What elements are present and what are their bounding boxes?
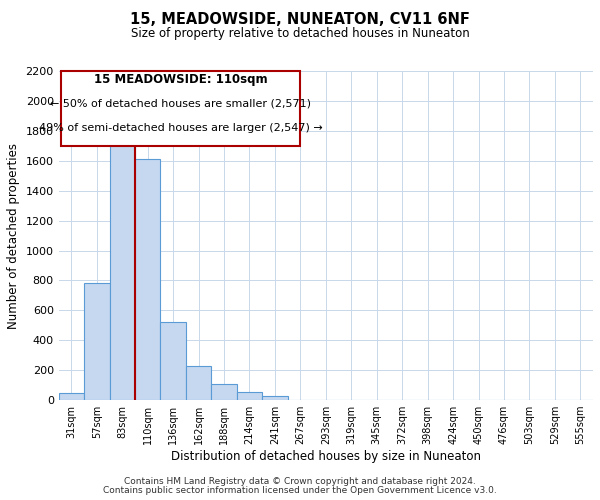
- Bar: [84, 284, 110, 400]
- Bar: [211, 384, 237, 400]
- Text: Size of property relative to detached houses in Nuneaton: Size of property relative to detached ho…: [131, 28, 469, 40]
- Text: 15 MEADOWSIDE: 110sqm: 15 MEADOWSIDE: 110sqm: [94, 74, 268, 86]
- Y-axis label: Number of detached properties: Number of detached properties: [7, 142, 20, 328]
- Bar: [160, 322, 186, 400]
- Text: 15, MEADOWSIDE, NUNEATON, CV11 6NF: 15, MEADOWSIDE, NUNEATON, CV11 6NF: [130, 12, 470, 28]
- Text: 49% of semi-detached houses are larger (2,547) →: 49% of semi-detached houses are larger (…: [39, 124, 323, 134]
- Text: Contains public sector information licensed under the Open Government Licence v3: Contains public sector information licen…: [103, 486, 497, 495]
- Text: ← 50% of detached houses are smaller (2,571): ← 50% of detached houses are smaller (2,…: [50, 98, 311, 108]
- Bar: [237, 392, 262, 400]
- Bar: [262, 396, 287, 400]
- Bar: [59, 392, 84, 400]
- Bar: [186, 366, 211, 400]
- Bar: [110, 128, 135, 400]
- Text: Contains HM Land Registry data © Crown copyright and database right 2024.: Contains HM Land Registry data © Crown c…: [124, 477, 476, 486]
- X-axis label: Distribution of detached houses by size in Nuneaton: Distribution of detached houses by size …: [171, 450, 481, 463]
- Bar: [135, 159, 160, 400]
